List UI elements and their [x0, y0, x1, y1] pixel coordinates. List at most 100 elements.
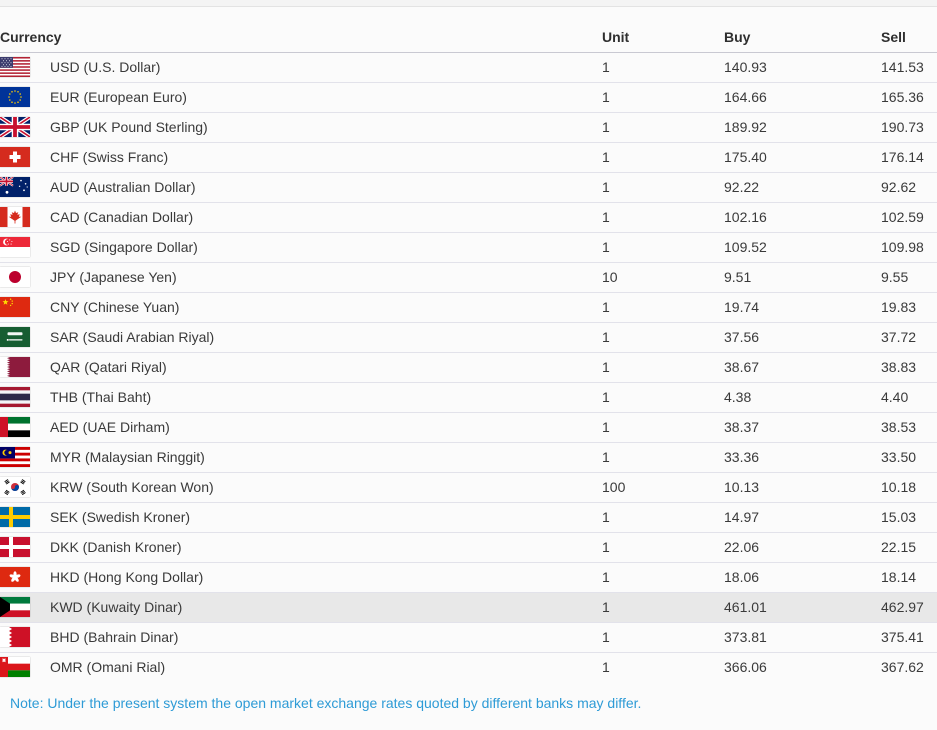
buy-value: 102.16: [724, 202, 881, 233]
buy-value: 164.66: [724, 82, 881, 113]
currency-label: AUD (Australian Dollar): [50, 179, 196, 195]
flag-chf-icon: [0, 147, 30, 167]
unit-value: 1: [602, 659, 610, 676]
sell-value: 102.59: [881, 202, 937, 233]
unit-value: 1: [602, 142, 724, 173]
flag-aed-icon: [0, 417, 30, 437]
column-header-buy: Buy: [724, 22, 881, 53]
sell-value: 33.50: [881, 442, 937, 473]
currency-label: USD (U.S. Dollar): [50, 59, 161, 75]
currency-label: EUR (European Euro): [50, 89, 187, 105]
table-row[interactable]: MYR (Malaysian Ringgit) 1 33.36 33.50: [0, 442, 937, 473]
flag-eur-icon: [0, 87, 30, 107]
column-header-currency: Currency: [0, 22, 602, 53]
table-row[interactable]: KWD (Kuwaity Dinar) 1 461.01 462.97: [0, 592, 937, 623]
buy-value: 366.06: [724, 659, 767, 676]
currency-label: AED (UAE Dirham): [50, 419, 170, 435]
table-row[interactable]: SAR (Saudi Arabian Riyal) 1 37.56 37.72: [0, 322, 937, 353]
buy-value: 9.51: [724, 262, 881, 293]
sell-value: 462.97: [881, 592, 937, 623]
unit-value: 1: [602, 292, 724, 323]
buy-value: 373.81: [724, 622, 881, 653]
table-row[interactable]: USD (U.S. Dollar) 1 140.93 141.53: [0, 52, 937, 83]
currency-label: HKD (Hong Kong Dollar): [50, 569, 204, 585]
table-row[interactable]: CAD (Canadian Dollar) 1 102.16 102.59: [0, 202, 937, 233]
table-row[interactable]: THB (Thai Baht) 1 4.38 4.40: [0, 382, 937, 413]
unit-value: 10: [602, 262, 724, 293]
buy-value: 37.56: [724, 322, 881, 353]
buy-value: 33.36: [724, 442, 881, 473]
currency-label: GBP (UK Pound Sterling): [50, 119, 208, 135]
unit-value: 1: [602, 82, 724, 113]
buy-value: 38.37: [724, 412, 881, 443]
buy-value: 10.13: [724, 472, 881, 503]
flag-kwd-icon: [0, 597, 30, 617]
unit-value: 1: [602, 382, 724, 413]
currency-label: CHF (Swiss Franc): [50, 149, 169, 165]
unit-value: 1: [602, 562, 724, 593]
table-row[interactable]: AED (UAE Dirham) 1 38.37 38.53: [0, 412, 937, 443]
table-row[interactable]: CHF (Swiss Franc) 1 175.40 176.14: [0, 142, 937, 173]
flag-sek-icon: [0, 507, 30, 527]
buy-value: 4.38: [724, 382, 881, 413]
table-row[interactable]: JPY (Japanese Yen) 10 9.51 9.55: [0, 262, 937, 293]
currency-label: THB (Thai Baht): [50, 389, 152, 405]
currency-label: BHD (Bahrain Dinar): [50, 629, 179, 645]
column-header-unit: Unit: [602, 22, 724, 53]
buy-value: 189.92: [724, 112, 881, 143]
sell-value: 37.72: [881, 322, 937, 353]
buy-value: 19.74: [724, 292, 881, 323]
buy-value: 14.97: [724, 502, 881, 533]
flag-sar-icon: [0, 327, 30, 347]
currency-label: MYR (Malaysian Ringgit): [50, 449, 205, 465]
buy-value: 461.01: [724, 592, 881, 623]
currency-label: CNY (Chinese Yuan): [50, 299, 180, 315]
sell-value: 18.14: [881, 562, 937, 593]
unit-value: 100: [602, 472, 724, 503]
sell-value: 15.03: [881, 502, 937, 533]
buy-value: 175.40: [724, 142, 881, 173]
sell-value: 165.36: [881, 82, 937, 113]
sell-value: 375.41: [881, 622, 937, 653]
currency-label: KWD (Kuwaity Dinar): [50, 599, 183, 615]
unit-value: 1: [602, 322, 724, 353]
sell-value: 141.53: [881, 52, 937, 83]
flag-usd-icon: [0, 57, 30, 77]
table-row[interactable]: QAR (Qatari Riyal) 1 38.67 38.83: [0, 352, 937, 383]
table-row[interactable]: GBP (UK Pound Sterling) 1 189.92 190.73: [0, 112, 937, 143]
buy-value: 140.93: [724, 52, 881, 83]
note-text: Note: Under the present system the open …: [10, 695, 642, 711]
unit-value: 1: [602, 232, 724, 263]
flag-omr-icon: [0, 657, 30, 678]
currency-label: OMR (Omani Rial): [50, 659, 166, 676]
unit-value: 1: [602, 202, 724, 233]
table-row[interactable]: SGD (Singapore Dollar) 1 109.52 109.98: [0, 232, 937, 263]
currency-label: CAD (Canadian Dollar): [50, 209, 194, 225]
table-row[interactable]: AUD (Australian Dollar) 1 92.22 92.62: [0, 172, 937, 203]
table-row[interactable]: EUR (European Euro) 1 164.66 165.36: [0, 82, 937, 113]
table-header-row: Currency Unit Buy Sell: [0, 22, 937, 53]
flag-myr-icon: [0, 447, 30, 467]
currency-label: QAR (Qatari Riyal): [50, 359, 167, 375]
sell-value: 19.83: [881, 292, 937, 323]
flag-aud-icon: [0, 177, 30, 197]
unit-value: 1: [602, 52, 724, 83]
table-row[interactable]: KRW (South Korean Won) 100 10.13 10.18: [0, 472, 937, 503]
currency-label: SEK (Swedish Kroner): [50, 509, 191, 525]
currency-label: SAR (Saudi Arabian Riyal): [50, 329, 215, 345]
table-row[interactable]: DKK (Danish Kroner) 1 22.06 22.15: [0, 532, 937, 563]
sell-value: 38.83: [881, 352, 937, 383]
table-row[interactable]: CNY (Chinese Yuan) 1 19.74 19.83: [0, 292, 937, 323]
flag-krw-icon: [0, 477, 30, 497]
flag-cny-icon: [0, 297, 30, 317]
top-divider: [0, 0, 937, 7]
table-row[interactable]: SEK (Swedish Kroner) 1 14.97 15.03: [0, 502, 937, 533]
sell-value: 10.18: [881, 472, 937, 503]
table-row[interactable]: BHD (Bahrain Dinar) 1 373.81 375.41: [0, 622, 937, 653]
table-row[interactable]: OMR (Omani Rial) 1 366.06 367.62: [0, 652, 937, 682]
flag-qar-icon: [0, 357, 30, 377]
table-row[interactable]: HKD (Hong Kong Dollar) 1 18.06 18.14: [0, 562, 937, 593]
flag-jpy-icon: [0, 267, 30, 287]
buy-value: 22.06: [724, 532, 881, 563]
sell-value: 92.62: [881, 172, 937, 203]
